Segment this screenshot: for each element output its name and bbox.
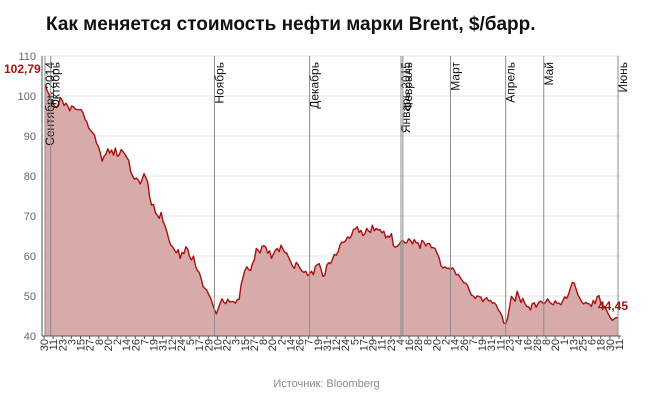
y-tick-80: 80: [24, 171, 36, 183]
month-label-5: Февраль: [401, 62, 415, 111]
x-tick-13: 31: [158, 339, 170, 351]
x-tick-9: 14: [121, 339, 133, 351]
y-tick-70: 70: [24, 211, 36, 223]
x-tick-52: 4: [514, 339, 526, 345]
x-tick-42: 8: [422, 339, 434, 345]
source-note: Источник: Bloomberg: [273, 378, 380, 390]
x-tick-33: 24: [340, 339, 352, 351]
x-tick-12: 19: [149, 339, 161, 351]
month-label-8: Май: [542, 62, 556, 86]
x-tick-40: 16: [404, 339, 416, 351]
x-tick-31: 31: [322, 339, 334, 351]
x-tick-48: 19: [477, 339, 489, 351]
x-tick-11: 7: [139, 339, 151, 345]
x-tick-32: 12: [331, 339, 343, 351]
x-tick-55: 8: [541, 339, 553, 345]
x-tick-41: 28: [413, 339, 425, 351]
x-axis-ticks: 3011233152782021426719311224517291022315…: [39, 336, 626, 351]
chart-title: Как меняется стоимость нефти марки Brent…: [46, 14, 536, 35]
x-tick-60: 6: [587, 339, 599, 345]
x-tick-23: 27: [249, 339, 261, 351]
x-tick-0: 30: [39, 339, 51, 351]
annotation-end-value: 44,45: [598, 299, 628, 313]
y-tick-40: 40: [24, 331, 36, 343]
x-tick-43: 20: [431, 339, 443, 351]
annotations: 102,79 44,45: [4, 62, 628, 313]
x-tick-7: 20: [103, 339, 115, 351]
month-label-6: Март: [448, 62, 462, 91]
month-label-7: Апрель: [504, 62, 518, 103]
x-tick-63: 11: [614, 339, 626, 350]
x-tick-62: 30: [605, 339, 617, 351]
x-tick-56: 20: [550, 339, 562, 351]
x-tick-36: 29: [368, 339, 380, 351]
price-area-fill: [45, 84, 618, 336]
x-tick-6: 8: [94, 339, 106, 345]
x-tick-1: 11: [48, 339, 60, 350]
y-tick-110: 110: [18, 51, 36, 63]
axes: [41, 56, 621, 337]
x-tick-46: 26: [459, 339, 471, 351]
annotation-start-value: 102,79: [4, 62, 41, 76]
x-tick-26: 2: [276, 339, 288, 345]
x-tick-61: 18: [596, 339, 608, 351]
x-tick-47: 7: [468, 339, 480, 345]
x-tick-34: 5: [349, 339, 361, 345]
x-tick-22: 15: [240, 339, 252, 351]
month-label-0: Сентябрь 2014: [43, 62, 57, 146]
x-tick-38: 23: [386, 339, 398, 351]
y-tick-50: 50: [24, 291, 36, 303]
x-tick-29: 7: [304, 339, 316, 345]
month-label-1: Октябрь: [49, 62, 63, 109]
month-label-2: Ноябрь: [212, 62, 226, 104]
y-axis-ticks: 40 50 60 70 80 90 100 110: [18, 51, 36, 343]
month-label-3: Декабрь: [308, 62, 322, 109]
x-tick-44: 2: [441, 339, 453, 345]
y-tick-60: 60: [24, 251, 36, 263]
x-tick-18: 29: [203, 339, 215, 351]
x-tick-45: 14: [450, 339, 462, 351]
price-line: [44, 84, 619, 325]
x-tick-27: 14: [285, 339, 297, 351]
x-tick-49: 31: [486, 339, 498, 351]
x-tick-17: 17: [194, 339, 206, 351]
x-tick-8: 2: [112, 339, 124, 345]
x-tick-15: 24: [176, 339, 188, 351]
month-label-9: Июнь: [616, 62, 630, 93]
x-tick-21: 3: [231, 339, 243, 345]
x-tick-24: 8: [258, 339, 270, 345]
x-tick-58: 13: [568, 339, 580, 351]
x-tick-30: 19: [313, 339, 325, 351]
x-tick-25: 20: [267, 339, 279, 351]
x-tick-19: 10: [212, 339, 224, 351]
x-tick-16: 5: [185, 339, 197, 345]
x-tick-59: 25: [577, 339, 589, 351]
x-tick-14: 12: [167, 339, 179, 351]
x-tick-10: 26: [130, 339, 142, 351]
x-tick-35: 17: [358, 339, 370, 351]
y-tick-90: 90: [24, 131, 36, 143]
x-tick-54: 28: [532, 339, 544, 351]
x-tick-5: 27: [85, 339, 97, 351]
x-tick-53: 16: [523, 339, 535, 351]
x-tick-28: 26: [295, 339, 307, 351]
x-tick-2: 23: [57, 339, 69, 351]
x-tick-3: 3: [66, 339, 78, 345]
x-tick-4: 15: [76, 339, 88, 351]
x-tick-50: 11: [495, 339, 507, 350]
x-tick-39: 4: [395, 339, 407, 345]
x-tick-37: 11: [377, 339, 389, 350]
price-area: [44, 84, 619, 336]
x-tick-51: 23: [504, 339, 516, 351]
x-tick-57: 1: [559, 339, 571, 345]
x-tick-20: 22: [222, 339, 234, 351]
y-tick-100: 100: [18, 91, 36, 103]
